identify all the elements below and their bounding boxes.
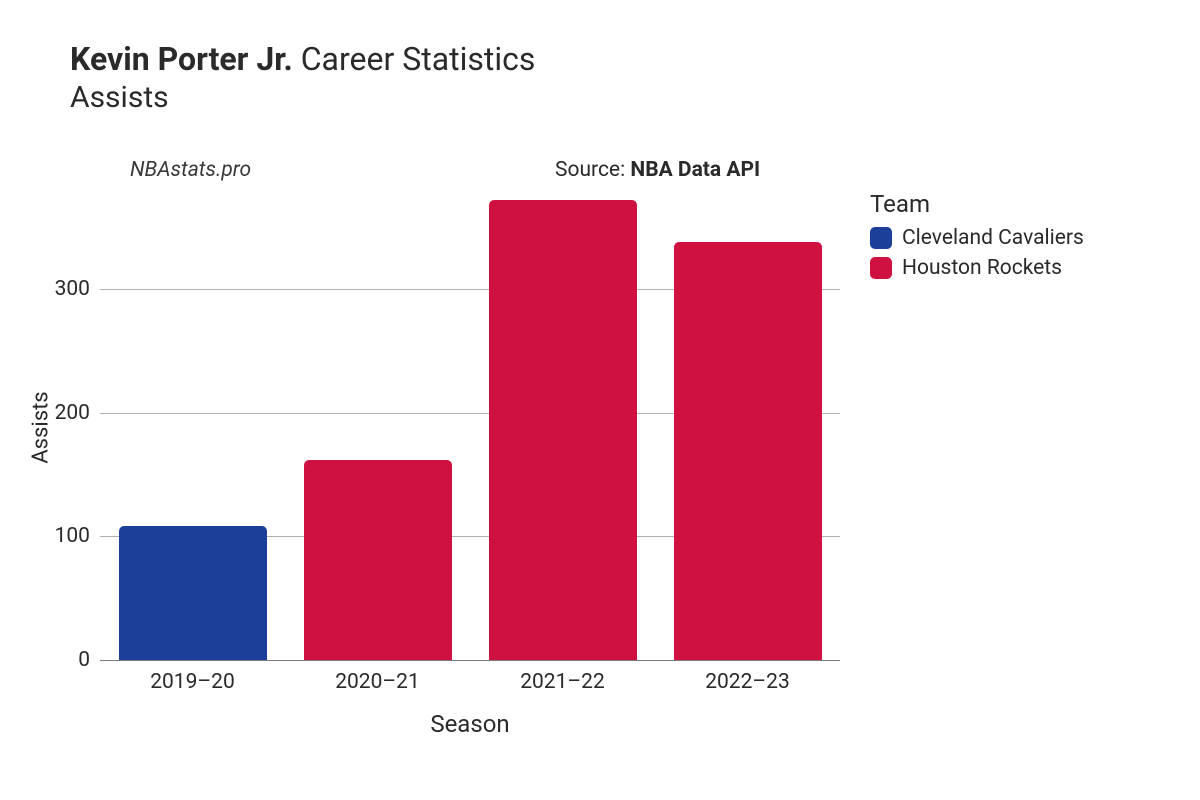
x-axis-label: Season — [430, 710, 509, 738]
title-player-name: Kevin Porter Jr. — [70, 40, 293, 78]
legend-item: Cleveland Cavaliers — [870, 226, 1084, 250]
y-tick-label: 100 — [55, 524, 90, 548]
watermark: NBAstats.pro — [130, 158, 251, 182]
title-suffix: Career Statistics — [293, 40, 536, 78]
x-tick-label: 2019–20 — [150, 670, 235, 694]
chart-title-block: Kevin Porter Jr. Career Statistics Assis… — [70, 40, 535, 115]
source-credit: Source: NBA Data API — [555, 158, 760, 182]
plot-area: 01002003002019–202020–212021–222022–23 — [100, 190, 840, 660]
bar — [489, 200, 637, 660]
x-axis-baseline — [100, 660, 840, 661]
y-tick-label: 0 — [78, 648, 90, 672]
legend-swatch — [870, 257, 892, 279]
bar — [674, 242, 822, 660]
y-tick-label: 300 — [55, 277, 90, 301]
bar — [119, 526, 267, 660]
x-tick-label: 2021–22 — [520, 670, 605, 694]
legend-swatch — [870, 227, 892, 249]
source-name: NBA Data API — [630, 158, 760, 182]
legend: Team Cleveland Cavaliers Houston Rockets — [870, 190, 1084, 286]
chart-subtitle: Assists — [70, 80, 535, 115]
legend-item: Houston Rockets — [870, 256, 1084, 280]
y-axis-label: Assists — [29, 391, 54, 463]
legend-label: Cleveland Cavaliers — [902, 226, 1084, 250]
legend-label: Houston Rockets — [902, 256, 1062, 280]
x-tick-label: 2020–21 — [335, 670, 420, 694]
source-prefix: Source: — [555, 158, 630, 182]
y-tick-label: 200 — [55, 401, 90, 425]
legend-title: Team — [870, 190, 1084, 218]
bar — [304, 460, 452, 660]
chart-container: Kevin Porter Jr. Career Statistics Assis… — [0, 0, 1200, 800]
x-tick-label: 2022–23 — [705, 670, 790, 694]
chart-title: Kevin Porter Jr. Career Statistics — [70, 40, 535, 78]
